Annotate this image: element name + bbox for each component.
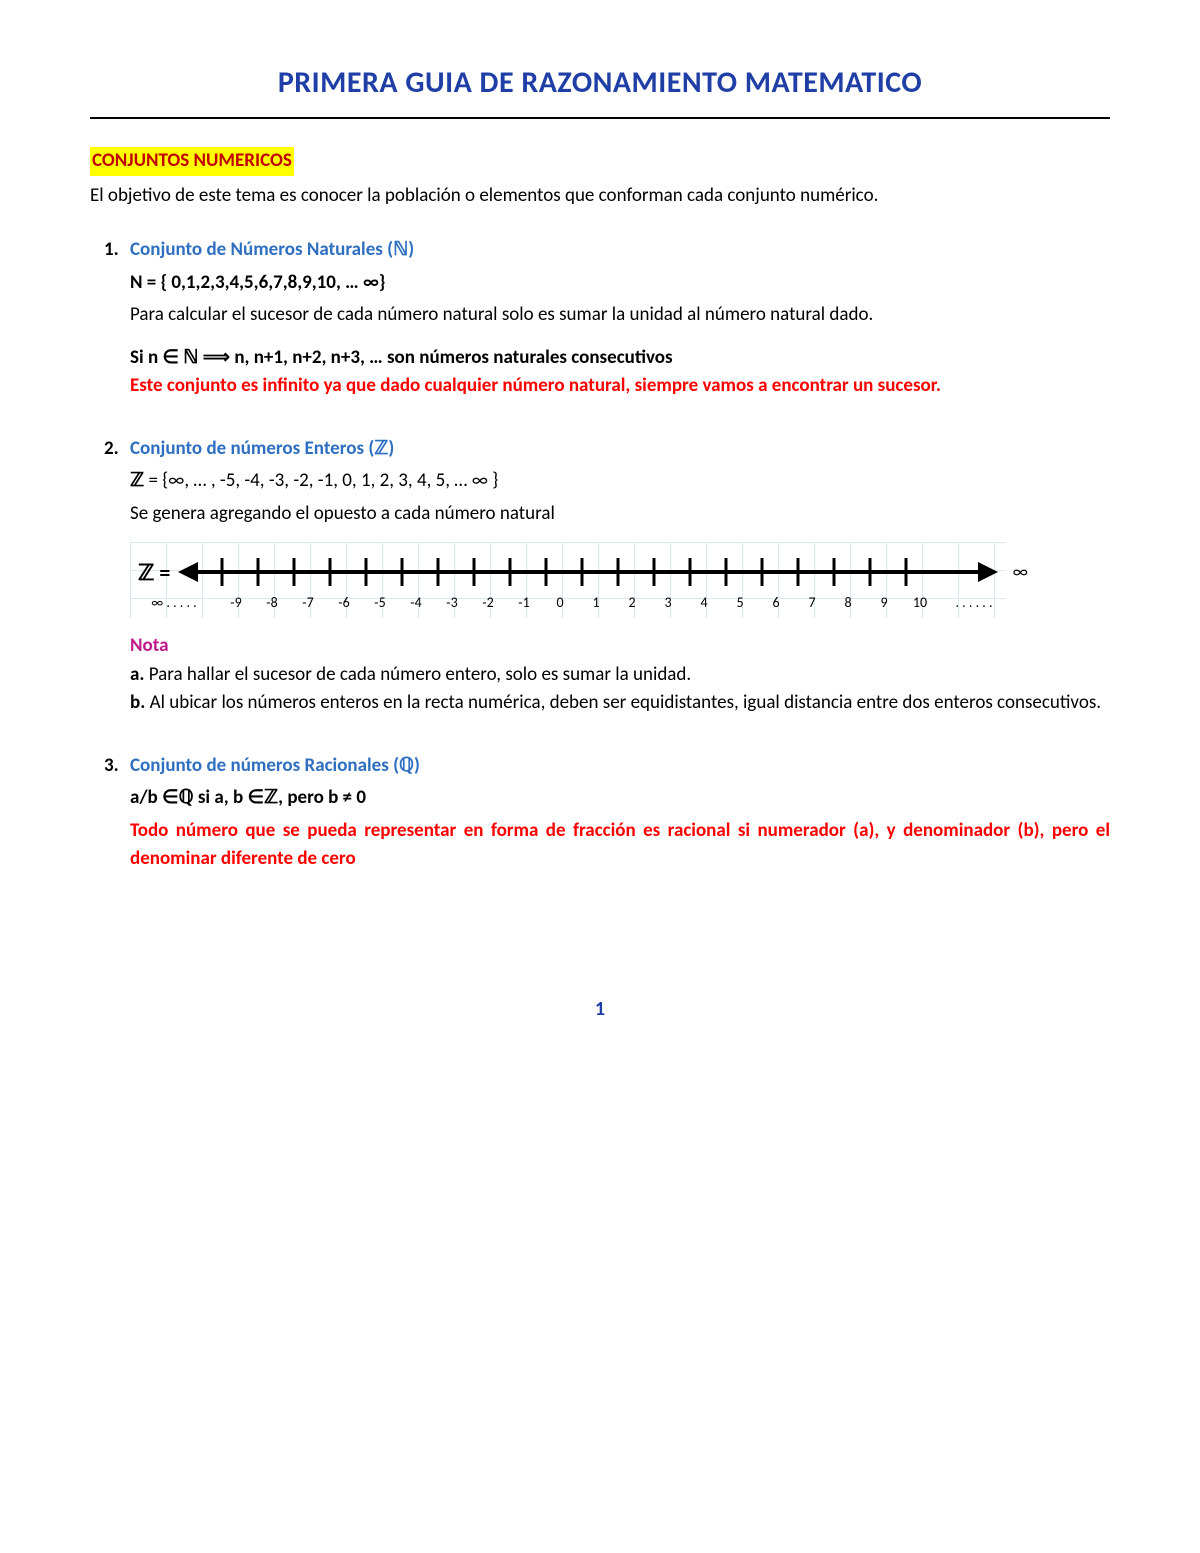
item-enteros: 2. Conjunto de números Enteros (ℤ) ℤ = {… [130,435,1110,718]
item-def: N = { 0,1,2,3,4,5,6,7,8,9,10, … ∞} [130,269,1110,298]
item-number: 1. [104,236,119,265]
section-heading: CONJUNTOS NUMERICOS [90,147,294,176]
page-number: 1 [90,994,1110,1024]
tick-label: 10 [913,592,927,613]
item-title: Conjunto de Números Naturales (ℕ) [130,238,414,261]
title-rule [90,117,1110,119]
tick [833,558,836,586]
nota-b: b. Al ubicar los números enteros en la r… [130,689,1110,718]
item-number: 2. [104,435,119,464]
infinity-right: ∞ [1013,559,1028,586]
tick [545,558,548,586]
item-seq: Si n ∈ ℕ ⟹ n, n+1, n+2, n+3, … son númer… [130,344,1110,373]
tick [725,558,728,586]
infinity-left: ∞ . . . . . [151,592,196,613]
item-naturales: 1. Conjunto de Números Naturales (ℕ) N =… [130,236,1110,401]
tick-label: -2 [482,592,493,613]
tick-label: -6 [338,592,349,613]
tick [581,558,584,586]
tick-label: 7 [808,592,815,613]
item-red: Este conjunto es infinito ya que dado cu… [130,372,1110,401]
items-list: 1. Conjunto de Números Naturales (ℕ) N =… [90,236,1110,874]
tick [221,558,224,586]
tick-label: -9 [230,592,241,613]
tick [401,558,404,586]
tick-label: 9 [880,592,887,613]
arrow-left-icon [178,562,198,582]
item-title: Conjunto de números Enteros (ℤ) [130,437,394,460]
number-line-axis: ∞ [178,552,998,592]
nota-a: a. Para hallar el sucesor de cada número… [130,661,1110,690]
item-red: Todo número que se pueda representar en … [130,817,1110,874]
tick-label: -8 [266,592,277,613]
intro-text: El objetivo de este tema es conocer la p… [90,182,1110,211]
tick-label: 4 [700,592,707,613]
dots-right: . . . . . . [955,592,992,613]
item-racionales: 3. Conjunto de números Racionales (ℚ) a/… [130,752,1110,874]
number-line-ticks: ∞ . . . . . -9-8-7-6-5-4-3-2-10123456789… [192,592,972,612]
tick [869,558,872,586]
tick-label: -1 [518,592,529,613]
tick [473,558,476,586]
tick [257,558,260,586]
page-title: PRIMERA GUIA DE RAZONAMIENTO MATEMATICO [90,60,1110,105]
item-title: Conjunto de números Racionales (ℚ) [130,754,420,777]
tick-label: 5 [736,592,743,613]
tick [329,558,332,586]
item-text: Se genera agregando el opuesto a cada nú… [130,500,1110,529]
tick-label: 1 [592,592,599,613]
tick [365,558,368,586]
tick-label: -3 [446,592,457,613]
item-def: a/b ∈ℚ si a, b ∈ℤ, pero b ≠ 0 [130,784,1110,813]
number-line-label: ℤ = [138,556,170,589]
tick-label: 6 [772,592,779,613]
item-text: Para calcular el sucesor de cada número … [130,301,1110,330]
number-line: ℤ = ∞ ∞ . . . . . -9 -8 -7 -6 -5 -4 -3 -2 -1 0 1 2 3… [130,542,1006,618]
tick [509,558,512,586]
tick-label: 2 [628,592,635,613]
arrow-right-icon [978,562,998,582]
item-number: 3. [104,752,119,781]
tick [653,558,656,586]
tick-label: 3 [664,592,671,613]
tick [437,558,440,586]
tick-label: -4 [410,592,421,613]
nota-heading: Nota [130,632,1110,661]
tick [905,558,908,586]
tick-label: 8 [844,592,851,613]
tick-label: 0 [556,592,563,613]
tick [617,558,620,586]
tick-label: -5 [374,592,385,613]
tick [689,558,692,586]
item-def: ℤ = {∞, … , -5, -4, -3, -2, -1, 0, 1, 2,… [130,467,1110,496]
tick [761,558,764,586]
tick [797,558,800,586]
tick [293,558,296,586]
tick-label: -7 [302,592,313,613]
